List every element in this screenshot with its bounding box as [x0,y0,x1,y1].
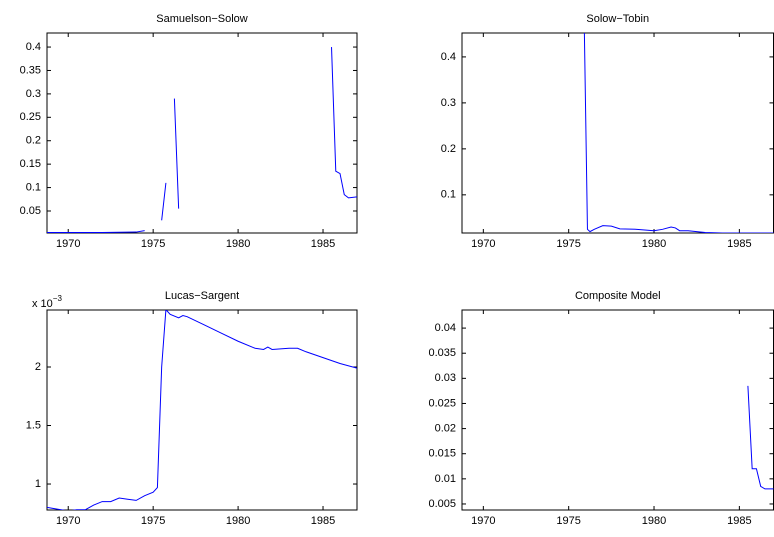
x-tick-label: 1975 [141,515,165,527]
x-tick-label: 1985 [311,515,335,527]
y-tick-label: 1 [35,478,41,490]
y-tick-label: 0.25 [20,111,41,123]
x-tick-label: 1980 [642,515,666,527]
y-tick-label: 0.04 [435,322,456,334]
plot-area [461,309,774,511]
x-tick-label: 1985 [311,238,335,250]
x-tick-label: 1985 [727,238,751,250]
subplot: Composite Model 1970 1975 1980 1985 0.005 0.01… [428,290,774,527]
subplot-title: Samuelson−Solow [156,13,247,25]
y-tick-label: 0.4 [26,41,41,53]
multiplier-base: x 10 [32,298,53,310]
plot-area [46,309,358,511]
y-tick-label: 0.025 [428,397,456,409]
x-tick-label: 1980 [226,238,250,250]
y-tick-label: 0.015 [428,448,456,460]
x-tick-label: 1980 [226,515,250,527]
y-tick-label: 0.01 [435,473,456,485]
y-tick-label: 0.035 [428,347,456,359]
x-tick-label: 1970 [471,238,495,250]
subplot-title: Lucas−Sargent [165,290,239,302]
subplot: Solow−Tobin 1970 1975 1980 1985 0.1 0.2 0.3 0.4 [441,13,774,250]
plot-area [461,32,774,234]
y-tick-label: 0.005 [428,498,456,510]
subplot-title: Solow−Tobin [586,13,649,25]
y-tick-label: 0.03 [435,372,456,384]
y-tick-label: 1.5 [26,419,41,431]
y-tick-label: 0.2 [441,143,456,155]
y-tick-label: 0.15 [20,158,41,170]
y-tick-label: 0.3 [441,97,456,109]
y-tick-label: 0.3 [26,88,41,100]
y-tick-label: 0.2 [26,135,41,147]
multiplier-exponent: −3 [53,294,63,303]
data-line [47,47,357,233]
x-tick-label: 1985 [727,515,751,527]
y-tick-label: 0.02 [435,422,456,434]
y-tick-label: 0.4 [441,51,456,63]
x-tick-label: 1975 [556,515,580,527]
y-multiplier: x 10−3 [32,294,62,310]
x-tick-label: 1975 [141,238,165,250]
y-tick-label: 0.35 [20,64,41,76]
data-line [747,385,774,490]
x-tick-label: 1975 [556,238,580,250]
y-tick-label: 0.05 [20,205,41,217]
y-tick-label: 0.1 [441,189,456,201]
subplot-title: Composite Model [575,290,661,302]
x-tick-label: 1980 [642,238,666,250]
x-tick-label: 1970 [471,515,495,527]
x-tick-label: 1970 [56,238,80,250]
y-tick-label: 2 [35,361,41,373]
plot-area [46,32,358,234]
y-tick-label: 0.1 [26,181,41,193]
subplot: Lucas−Sargent 1970 1975 1980 1985 1 1.5 2 x 10−3 [26,290,358,527]
data-line [47,310,357,510]
x-tick-label: 1970 [56,515,80,527]
subplot: Samuelson−Solow 1970 1975 1980 1985 0.05 0.1 0.… [20,13,358,250]
data-line [583,33,774,233]
